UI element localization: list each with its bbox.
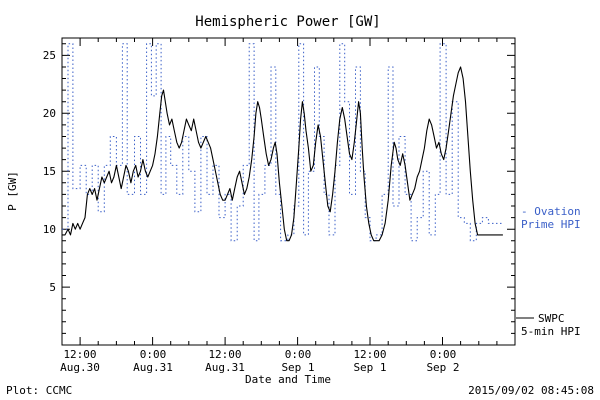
- swpc-5min-hpi-line: [62, 66, 503, 242]
- x-axis-label: Date and Time: [245, 373, 331, 386]
- x-tick-label-date: Aug.31: [133, 361, 173, 374]
- x-tick-label-time: 0:00: [285, 348, 312, 361]
- legend-swpc-line1: SWPC: [538, 312, 565, 325]
- plot-source-label: Plot: CCMC: [6, 384, 72, 397]
- y-tick-label: 15: [43, 165, 56, 178]
- legend-ovation-line1: - Ovation: [521, 205, 581, 218]
- minor-ticks: [61, 38, 516, 346]
- x-tick-label-time: 12:00: [208, 348, 241, 361]
- legend-swpc-line2: 5-min HPI: [521, 325, 581, 338]
- timestamp-label: 2015/09/02 08:45:08: [468, 384, 594, 397]
- plot-series-layer: [61, 38, 516, 346]
- x-tick-label-time: 12:00: [353, 348, 386, 361]
- x-tick-label-date: Sep 1: [353, 361, 386, 374]
- major-ticks: [62, 38, 515, 345]
- y-tick-label: 5: [49, 281, 56, 294]
- y-tick-label: 20: [43, 107, 56, 120]
- y-axis-label: P [GW]: [6, 171, 19, 211]
- x-tick-label-date: Aug.31: [205, 361, 245, 374]
- x-tick-label-time: 0:00: [430, 348, 457, 361]
- y-tick-label: 25: [43, 49, 56, 62]
- legend-ovation-line2: Prime HPI: [521, 218, 581, 231]
- y-tick-label: 10: [43, 223, 56, 236]
- x-tick-label-date: Sep 2: [426, 361, 459, 374]
- x-tick-label-date: Aug.30: [60, 361, 100, 374]
- x-tick-label-time: 12:00: [63, 348, 96, 361]
- x-tick-label-date: Sep 1: [281, 361, 314, 374]
- x-tick-label-time: 0:00: [140, 348, 167, 361]
- ovation-prime-hpi-line: [62, 43, 503, 242]
- plot-frame: [61, 37, 516, 346]
- chart-title: Hemispheric Power [GW]: [195, 14, 380, 30]
